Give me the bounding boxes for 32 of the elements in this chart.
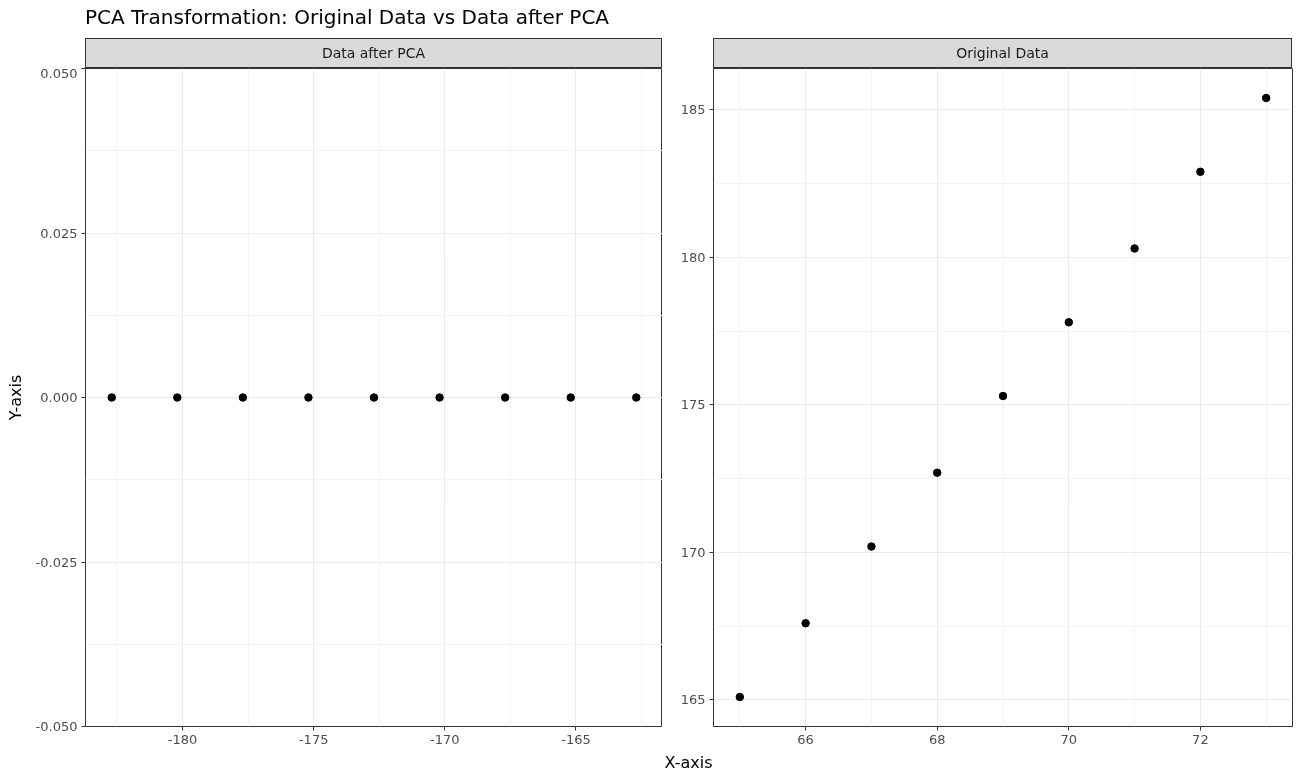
point	[867, 542, 876, 551]
y-tick-label: 185	[680, 102, 706, 118]
y-tick-label: 175	[680, 397, 706, 413]
x-tick-label: -175	[298, 731, 329, 747]
y-tick-label: 0.000	[40, 390, 78, 405]
y-tick-label: 170	[680, 544, 706, 560]
x-tick-label: 66	[797, 731, 814, 747]
y-axis-title: Y-axis	[5, 374, 25, 422]
y-tick-label: 180	[680, 249, 706, 265]
x-tick-label: 68	[928, 731, 946, 747]
point	[1064, 318, 1074, 327]
y-tick-label: 0.025	[40, 225, 78, 241]
point	[801, 618, 810, 628]
y-tick-label: 165	[680, 692, 706, 708]
chart-subtitle: Data after PCA	[321, 44, 426, 63]
point	[1261, 93, 1271, 103]
x-axis-title: X-axis	[664, 752, 713, 774]
y-tick-label: -0.025	[35, 554, 78, 570]
point	[1196, 167, 1205, 177]
point	[932, 468, 942, 477]
y-tick-label: -0.050	[35, 719, 78, 734]
chart-subtitle: Original Data	[956, 44, 1049, 63]
point	[1130, 244, 1139, 253]
chart-title: PCA Transformation: Original Data vs Data after PCA	[85, 4, 610, 31]
x-tick-label: -170	[430, 731, 460, 747]
x-tick-label: 70	[1060, 731, 1078, 747]
x-tick-label: -165	[561, 731, 591, 747]
y-tick-label: 0.050	[40, 65, 78, 81]
point	[998, 391, 1008, 401]
point	[735, 692, 745, 702]
x-tick-label: -180	[167, 731, 198, 747]
x-tick-label: 72	[1192, 731, 1209, 747]
